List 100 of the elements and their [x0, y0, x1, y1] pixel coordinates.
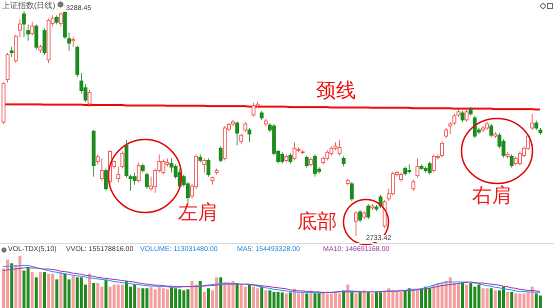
- series-label: 颈线: [316, 79, 356, 104]
- bar: [206, 288, 210, 308]
- bar: [6, 260, 10, 308]
- bar: [428, 288, 432, 308]
- bar: [96, 283, 100, 308]
- bar: [182, 290, 186, 308]
- bar: [47, 274, 50, 308]
- bar: [215, 277, 218, 308]
- bar: [383, 292, 386, 308]
- candlestick: [424, 166, 428, 173]
- candlestick: [292, 142, 296, 161]
- candlestick: [313, 154, 317, 177]
- bar: [490, 288, 493, 308]
- candlestick: [338, 140, 342, 156]
- bar: [154, 289, 157, 308]
- bar: [150, 287, 153, 308]
- bar: [276, 292, 280, 308]
- bar: [260, 286, 264, 308]
- bar: [318, 293, 321, 308]
- bar: [133, 284, 136, 308]
- bar: [387, 288, 390, 308]
- candlestick: [210, 176, 214, 186]
- bar: [264, 290, 268, 308]
- bar: [498, 290, 501, 308]
- annotation: 右肩: [472, 185, 512, 207]
- bar: [313, 293, 316, 308]
- bar: [104, 279, 108, 308]
- bar: [145, 288, 148, 308]
- bar: [22, 270, 26, 308]
- candlestick: [231, 120, 235, 126]
- chart-title: 上证指数(日线): [2, 0, 56, 11]
- bar: [116, 284, 120, 308]
- bar: [38, 272, 42, 308]
- bar: [338, 293, 342, 308]
- candlestick: [248, 128, 252, 143]
- bar: [280, 292, 284, 308]
- bar: [272, 292, 276, 308]
- bar: [379, 292, 382, 308]
- bar: [477, 284, 480, 308]
- bar: [92, 283, 96, 308]
- bar: [232, 280, 235, 308]
- bar: [408, 288, 411, 308]
- candlestick: [22, 11, 26, 38]
- bar: [473, 286, 476, 308]
- bar: [538, 296, 542, 308]
- bar: [244, 286, 247, 308]
- bar: [322, 292, 325, 308]
- bar: [416, 290, 419, 308]
- bar: [227, 284, 230, 308]
- bar: [461, 283, 464, 308]
- candlestick: [416, 158, 420, 178]
- annotation: 左肩: [178, 202, 218, 224]
- candlestick: [6, 52, 10, 83]
- bar: [514, 293, 518, 308]
- candlestick: [518, 151, 522, 166]
- annotation: 底部: [297, 211, 337, 233]
- bar: [158, 287, 161, 308]
- bar: [502, 286, 506, 308]
- candlestick: [329, 146, 334, 156]
- bar: [100, 286, 104, 308]
- candlestick: [460, 110, 464, 122]
- bar: [374, 292, 378, 308]
- candlestick: [38, 44, 42, 54]
- bar: [354, 293, 358, 308]
- bar: [534, 293, 538, 308]
- candlestick: [390, 171, 395, 196]
- bar: [370, 293, 374, 308]
- bar: [42, 272, 46, 308]
- candlestick: [214, 168, 219, 175]
- bar: [358, 292, 362, 308]
- bar: [240, 284, 243, 308]
- candlestick: [46, 18, 50, 64]
- bar: [342, 290, 346, 308]
- bar: [432, 284, 436, 308]
- bar: [330, 293, 333, 308]
- bar: [141, 288, 144, 308]
- bar: [202, 292, 206, 308]
- candlestick: [481, 126, 485, 132]
- bar: [482, 288, 485, 308]
- bar: [494, 290, 497, 308]
- candlestick: [334, 142, 338, 151]
- candlestick: [104, 168, 108, 192]
- candlestick: [120, 151, 124, 169]
- bar: [194, 284, 198, 308]
- bar: [522, 293, 526, 308]
- bar: [108, 286, 112, 308]
- candlestick: [502, 138, 506, 158]
- candlestick: [100, 158, 104, 182]
- candlestick: [485, 122, 490, 130]
- bar: [305, 293, 308, 308]
- bar: [518, 293, 522, 308]
- candlestick: [354, 210, 358, 236]
- bar: [59, 272, 62, 308]
- bar: [236, 283, 239, 308]
- bar: [76, 277, 79, 308]
- bar: [55, 279, 58, 308]
- candlestick: [358, 210, 362, 222]
- bar: [297, 293, 300, 308]
- bar: [395, 292, 398, 308]
- candlestick: [58, 12, 63, 27]
